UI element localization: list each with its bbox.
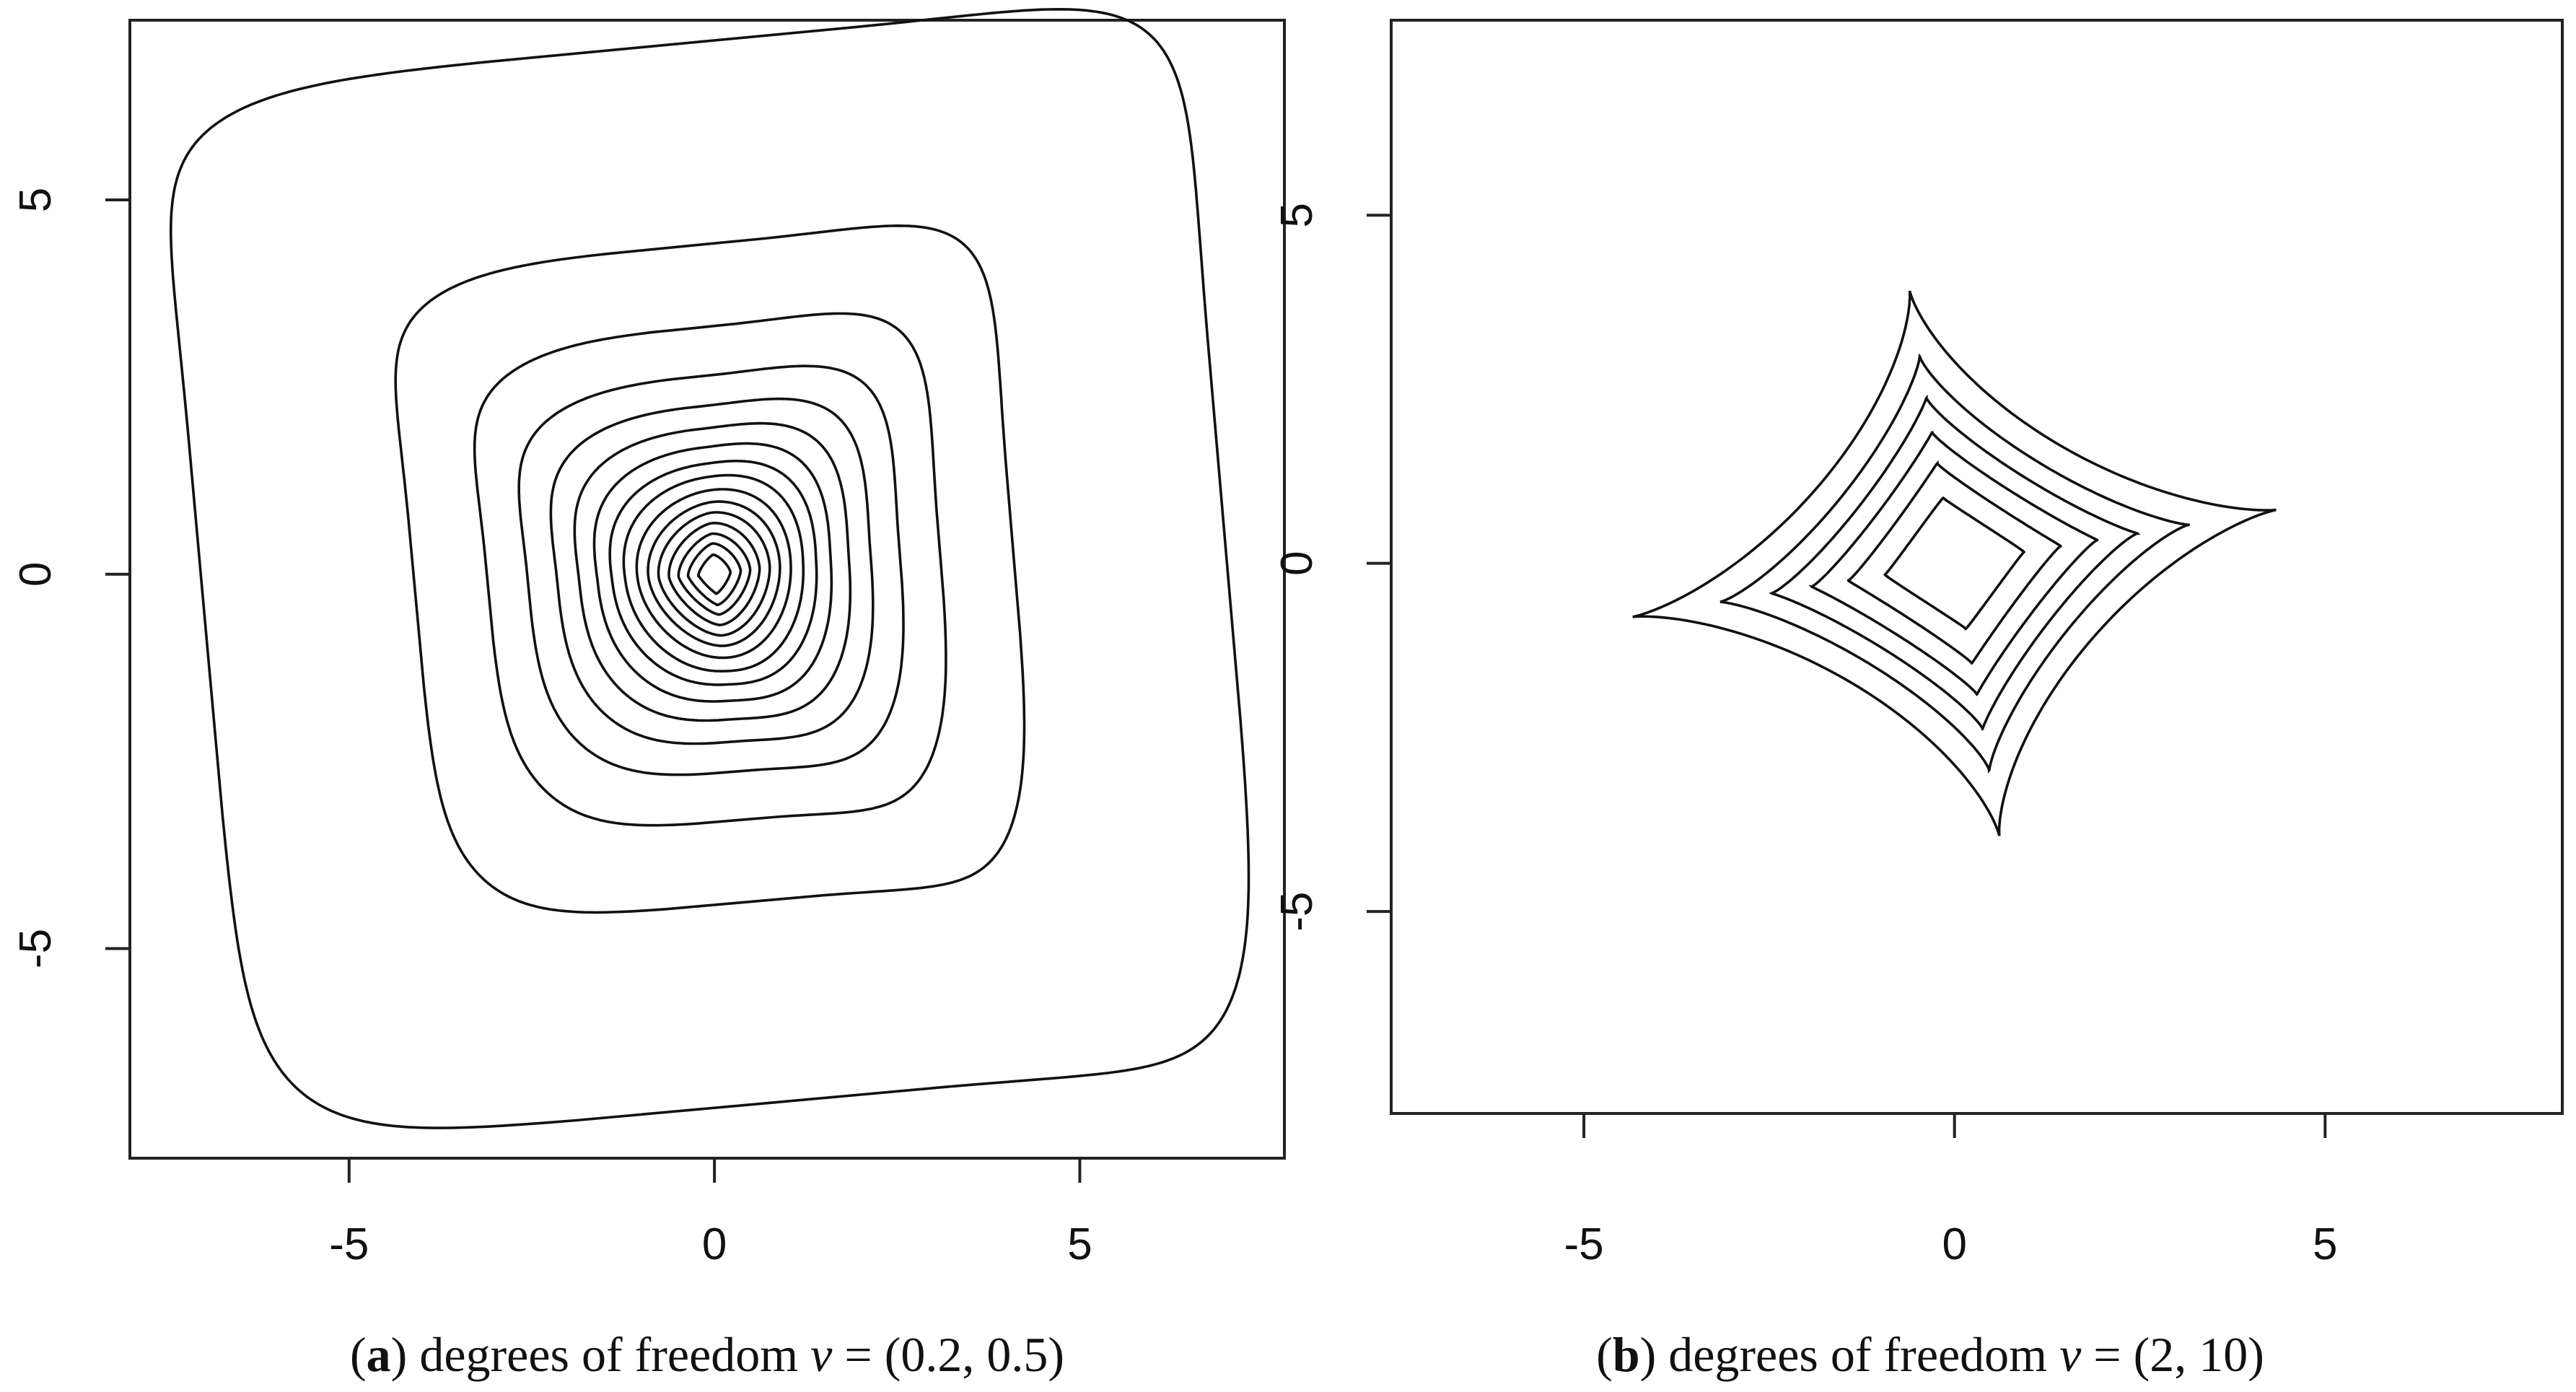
panel-a-contour-2 [473,312,947,827]
panel-a-contour-0 [170,7,1250,1129]
panel-a-contour-1 [394,224,1026,914]
panel-a-contour-15 [697,553,732,595]
panel-b-contour-5 [1883,496,2025,631]
panel-a-caption-symbol: ν [810,1327,833,1382]
panel-a-y-tick-label-2: 5 [11,188,61,212]
panel-a-contour-3 [517,364,905,776]
panel-b-contour-0 [1632,290,2277,836]
panel-b: -5 0 5 -5 0 5 (b) degrees of freedom ν = (2, … [1272,19,2564,1382]
panel-a-plot-frame [128,19,1286,1160]
panel-b-x-tick-label-0: -5 [1564,1220,1604,1269]
panel-a-contour-9 [635,488,792,660]
panel-a-contour-11 [657,511,771,637]
panel-b-plot-frame [1390,19,2564,1115]
panel-a-contour-5 [573,421,852,722]
panel-b-contours [1632,290,2277,836]
panel-b-caption: (b) degrees of freedom ν = (2, 10) [1596,1327,2264,1382]
panel-a-contour-6 [592,442,833,703]
panel-b-contour-2 [1769,395,2141,732]
panel-b-y-tick-label-1: 0 [1272,551,1322,575]
panel-b-x-tick-label-1: 0 [1942,1220,1966,1269]
panel-b-ticks: -5 0 5 -5 0 5 [1272,203,2338,1269]
panel-b-x-tick-label-2: 5 [2313,1220,2337,1269]
panel-a-x-tick-label-0: -5 [329,1220,369,1269]
panel-b-caption-label: b [1613,1327,1640,1382]
panel-b-contour-3 [1808,431,2099,696]
panel-a-contour-12 [667,522,761,626]
panel-a-contours [170,7,1250,1129]
panel-a-y-tick-label-1: 0 [11,562,61,587]
panel-a-x-tick-label-1: 0 [702,1220,727,1269]
panel-a-ticks: -5 0 5 -5 0 5 [11,188,1092,1269]
panel-b-caption-value: = (2, 10) [2093,1327,2264,1382]
panel-a-y-tick-label-0: -5 [11,929,61,968]
panel-b-contour-1 [1719,353,2190,774]
panel-b-caption-text: degrees of freedom [1668,1327,2047,1382]
panel-a-caption-value: = (0.2, 0.5) [844,1327,1064,1382]
panel-b-y-tick-label-0: -5 [1272,892,1322,932]
panel-a-contour-10 [647,500,781,647]
panel-a-contour-7 [608,460,818,686]
panel-b-contour-4 [1846,460,2062,665]
panel-a-caption: (a) degrees of freedom ν = (0.2, 0.5) [350,1327,1064,1382]
panel-b-y-tick-label-2: 5 [1272,203,1322,227]
panel-a-x-tick-label-2: 5 [1067,1220,1092,1269]
panel-a-contour-8 [622,473,805,673]
panel-a-contour-13 [677,532,752,616]
panel-b-caption-symbol: ν [2059,1327,2082,1382]
panel-a-contour-14 [686,542,742,606]
panel-a: -5 0 5 -5 0 5 (a) degrees of freedom ν = (0.2… [11,7,1286,1382]
panel-a-caption-label: a [367,1327,391,1382]
panel-a-contour-4 [549,397,875,745]
panel-a-caption-text: degrees of freedom [419,1327,798,1382]
